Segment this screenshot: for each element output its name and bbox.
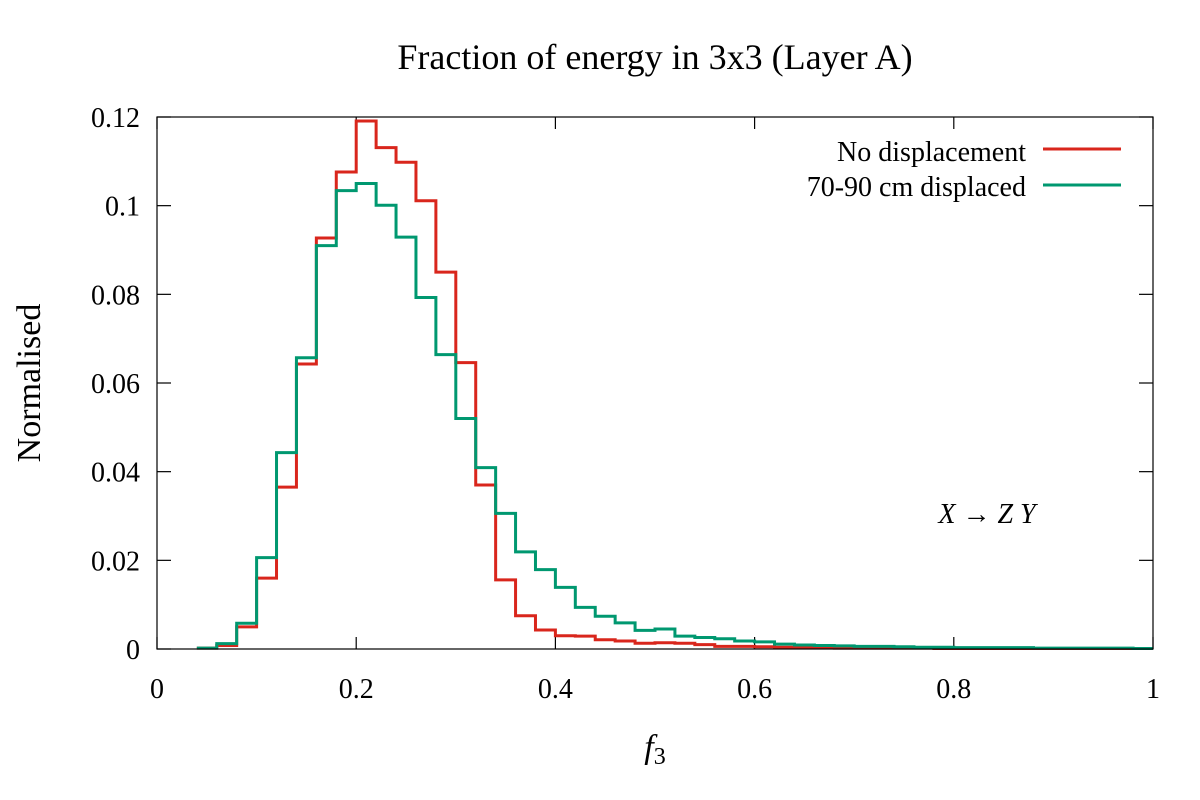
x-tick-label: 0.6 bbox=[737, 674, 772, 705]
y-tick-label: 0.1 bbox=[105, 192, 140, 223]
chart-title: Fraction of energy in 3x3 (Layer A) bbox=[397, 37, 912, 77]
process-annotation: X → Z Y bbox=[937, 499, 1039, 530]
y-axis-label: Normalised bbox=[11, 304, 48, 463]
x-tick-label: 0.4 bbox=[538, 674, 573, 705]
x-tick-label: 1 bbox=[1146, 674, 1160, 705]
x-tick-label: 0.8 bbox=[936, 674, 971, 705]
y-axis-ticks: 0 0.02 0.04 0.06 0.08 0.1 0.12 bbox=[91, 103, 1153, 666]
histogram-series bbox=[196, 119, 1153, 651]
y-tick-label: 0.06 bbox=[91, 369, 140, 400]
series-displaced bbox=[196, 182, 1153, 651]
legend-label-no-displacement: No displacement bbox=[837, 137, 1026, 168]
y-tick-label: 0.02 bbox=[91, 546, 140, 577]
y-tick-label: 0 bbox=[126, 635, 140, 666]
plot-frame bbox=[156, 116, 1154, 650]
y-tick-label: 0.12 bbox=[91, 103, 140, 134]
x-axis-ticks: 0 0.2 0.4 0.6 0.8 1 bbox=[150, 117, 1160, 705]
legend: No displacement 70-90 cm displaced bbox=[807, 137, 1121, 203]
x-tick-label: 0 bbox=[150, 674, 164, 705]
y-tick-label: 0.04 bbox=[91, 458, 140, 489]
legend-label-displaced: 70-90 cm displaced bbox=[807, 172, 1026, 203]
y-tick-label: 0.08 bbox=[91, 280, 140, 311]
x-axis-label-subscript: 3 bbox=[654, 744, 666, 770]
x-tick-label: 0.2 bbox=[339, 674, 374, 705]
